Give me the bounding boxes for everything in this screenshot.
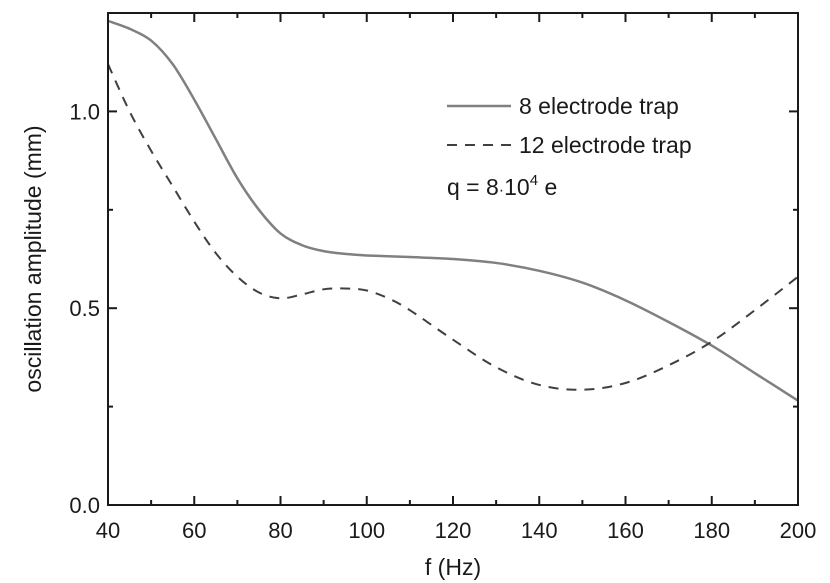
y-tick-label: 1.0 (69, 99, 100, 124)
x-tick-label: 160 (607, 518, 644, 543)
series-layer (107, 19, 799, 402)
x-axis-title: f (Hz) (425, 554, 481, 580)
x-tick-label: 200 (780, 518, 817, 543)
legend-label-8-electrode: 8 electrode trap (519, 93, 679, 119)
x-tick-label: 60 (182, 518, 206, 543)
x-tick-label: 40 (96, 518, 120, 543)
x-tick-label: 80 (268, 518, 292, 543)
x-tick-label: 100 (348, 518, 385, 543)
charge-annotation: q = 8·104 e (447, 172, 557, 200)
annotation-prefix: q = 8 (447, 174, 499, 200)
legend-label-12-electrode: 12 electrode trap (519, 132, 692, 158)
x-tick-label: 140 (521, 518, 558, 543)
annotation-exponent: 4 (530, 172, 538, 189)
annotation-dot: · (499, 182, 504, 199)
y-tick-labels: 0.0 0.5 1.0 (69, 99, 100, 518)
x-tick-labels: 40 60 80 100 120 140 160 180 200 (96, 518, 817, 543)
annotation-base: 10 (504, 174, 530, 200)
y-axis-title: oscillation amplitude (mm) (20, 125, 46, 392)
y-tick-label: 0.0 (69, 493, 100, 518)
x-tick-label: 120 (435, 518, 472, 543)
plot-frame (107, 12, 799, 506)
legend: 8 electrode trap 12 electrode trap (447, 93, 692, 158)
x-tick-label: 180 (693, 518, 730, 543)
y-tick-label: 0.5 (69, 296, 100, 321)
series-line-8-electrode-trap (107, 19, 799, 402)
series-line-12-electrode-trap (107, 63, 799, 391)
annotation-suffix: e (538, 174, 557, 200)
